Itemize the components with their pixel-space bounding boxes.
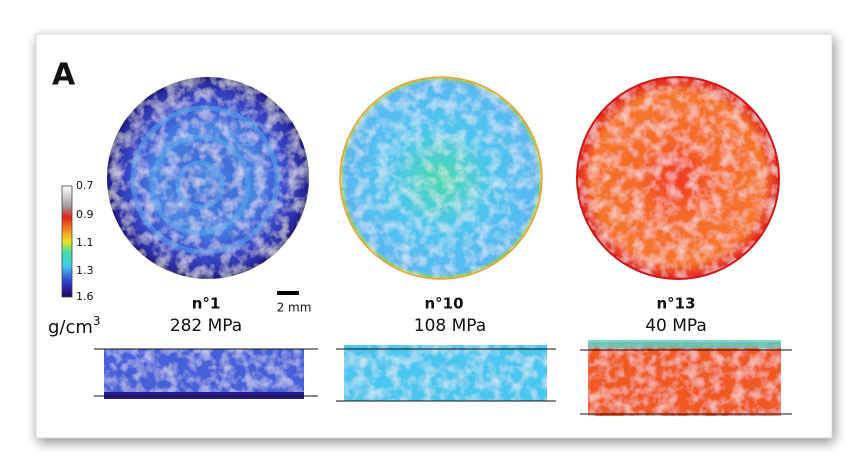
rings: [130, 105, 280, 255]
sample-name: n°1: [192, 295, 221, 313]
unit-label: g/cm3: [48, 314, 101, 339]
colorbar-label: 1.1: [76, 236, 94, 249]
sample-pressure: 40 MPa: [645, 316, 707, 336]
scale-label: 2 mm: [277, 301, 312, 315]
sample-name: n°13: [656, 295, 695, 313]
colorbar-label: 1.6: [76, 290, 94, 303]
sample-pressure: 282 MPa: [170, 316, 242, 336]
unit-base: g/cm: [48, 317, 93, 338]
cross-section: [588, 342, 781, 416]
colorbar-label: 1.3: [76, 264, 94, 277]
colorbar-label: 0.7: [76, 179, 94, 192]
map-edge: [576, 76, 780, 280]
cross-section: [104, 349, 304, 399]
colorbar: [61, 185, 73, 298]
map-edge: [339, 76, 543, 280]
unit-sup: 3: [93, 314, 101, 328]
density-map: [577, 77, 779, 279]
sample-name: n°10: [424, 295, 463, 313]
sample-pressure: 108 MPa: [414, 316, 486, 336]
panel-label: A: [52, 58, 76, 93]
density-map: [340, 77, 542, 279]
colorbar-label: 0.9: [76, 208, 94, 221]
cross-section-edge: [588, 340, 781, 348]
scale-bar: [277, 291, 299, 295]
cross-section: [344, 345, 547, 401]
